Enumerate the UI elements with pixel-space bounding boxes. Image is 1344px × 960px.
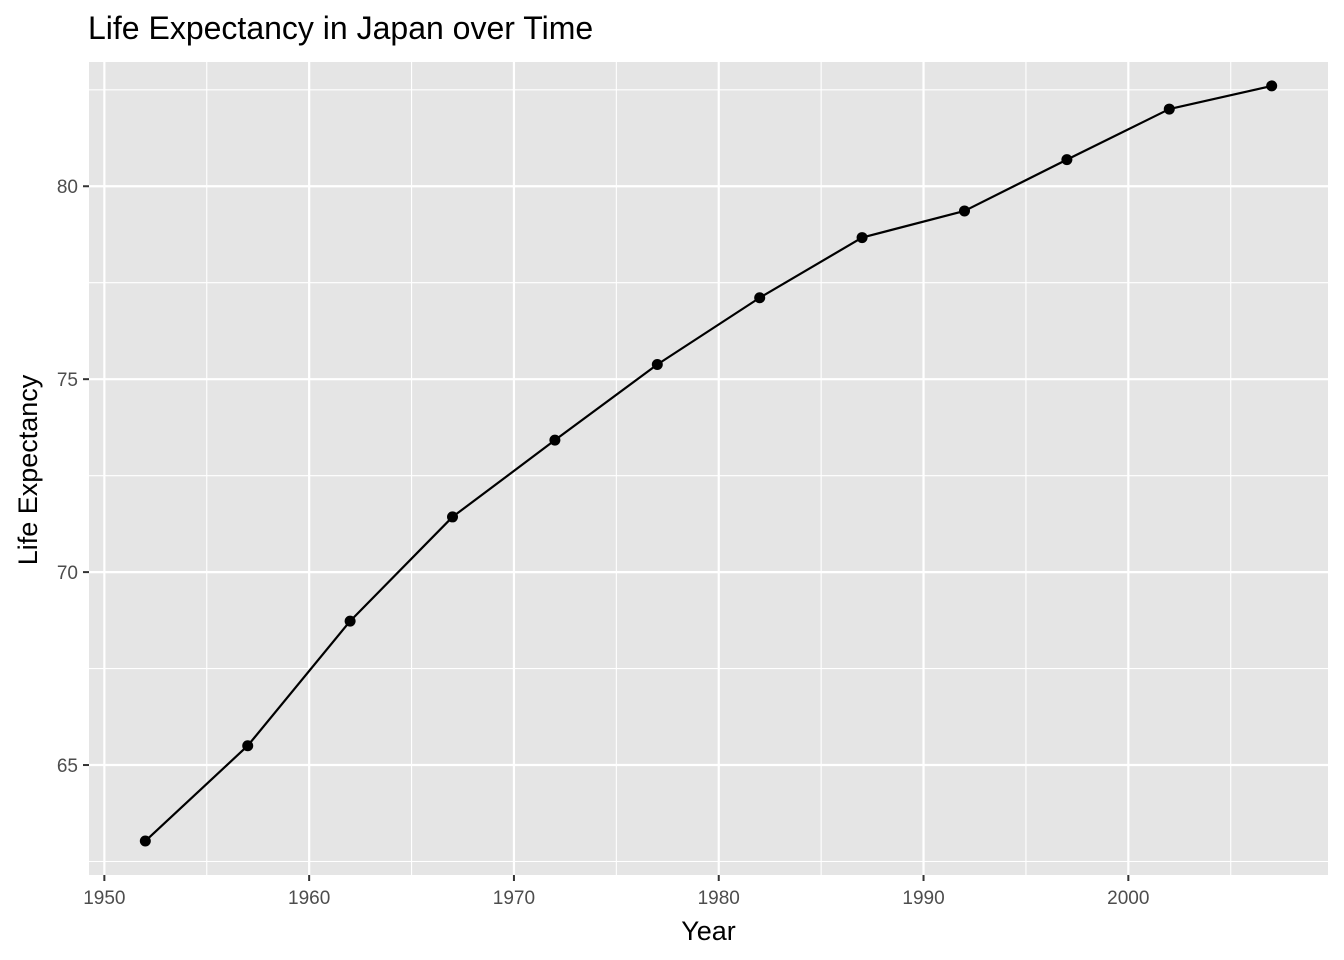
y-axis-title: Life Expectancy <box>13 374 43 565</box>
data-point <box>447 511 459 523</box>
series-points <box>139 80 1278 847</box>
data-point <box>1061 154 1073 166</box>
x-tick-label: 2000 <box>1107 888 1149 909</box>
x-tick-label: 1980 <box>698 888 740 909</box>
data-point <box>139 835 151 847</box>
minor-gridlines <box>89 62 1328 875</box>
data-point <box>549 434 561 446</box>
x-tick-label: 1950 <box>83 888 125 909</box>
series-lines <box>144 84 1272 842</box>
series-line <box>144 84 1272 842</box>
data-point <box>344 615 356 627</box>
data-point <box>1266 80 1278 92</box>
data-point <box>856 232 868 244</box>
data-point <box>651 359 663 371</box>
y-tick-label: 80 <box>57 177 78 198</box>
chart-title: Life Expectancy in Japan over Time <box>88 10 593 46</box>
data-point <box>754 292 766 304</box>
data-point <box>1163 103 1175 115</box>
data-point <box>958 205 970 217</box>
x-tick-label: 1960 <box>288 888 330 909</box>
x-tick-label: 1990 <box>902 888 944 909</box>
major-gridlines <box>89 62 1328 875</box>
x-axis: 1950 1960 1970 1980 1990 2000 <box>83 875 1149 909</box>
x-tick-label: 1970 <box>493 888 535 909</box>
y-tick-label: 70 <box>57 563 78 584</box>
y-tick-label: 75 <box>57 370 78 391</box>
x-axis-title: Year <box>681 916 736 946</box>
y-axis: 65 70 75 80 <box>57 177 89 777</box>
plot-panel <box>89 62 1328 875</box>
data-point <box>242 740 254 752</box>
y-tick-label: 65 <box>57 756 78 777</box>
